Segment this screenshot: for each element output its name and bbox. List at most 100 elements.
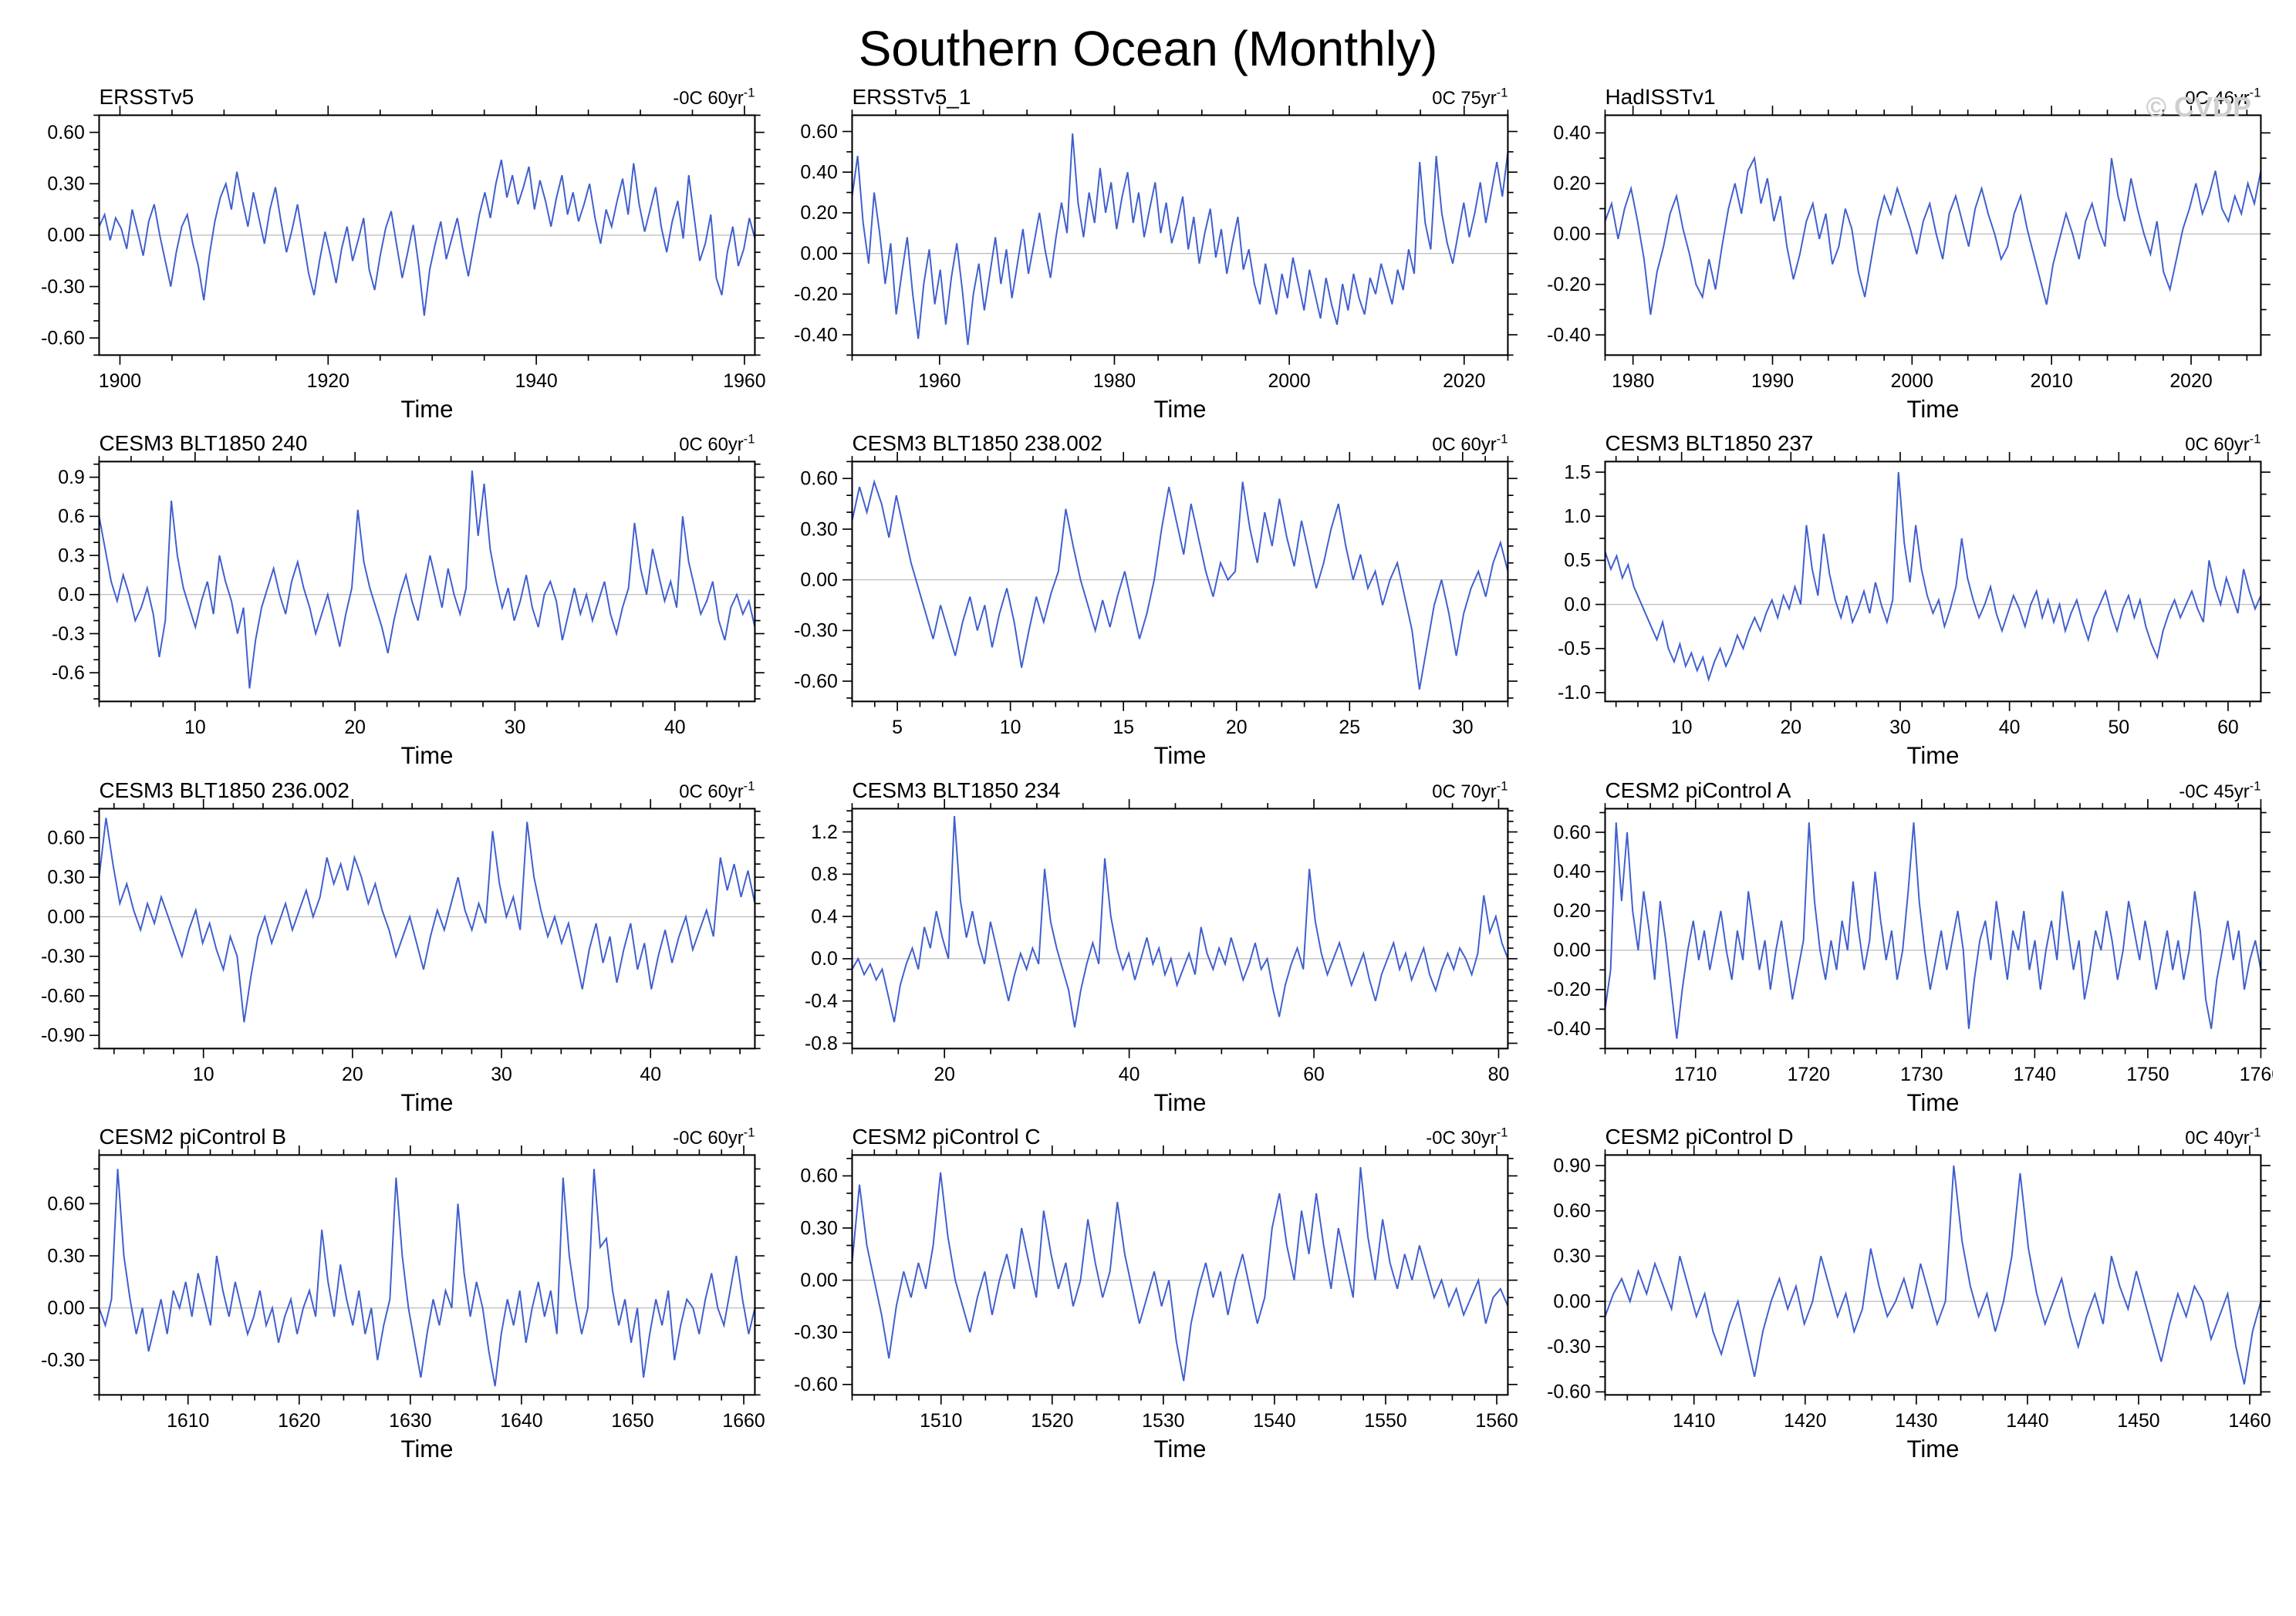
y-tick-label: 0.00 bbox=[800, 1270, 837, 1291]
x-axis-title: Time bbox=[401, 1436, 454, 1460]
timeseries-line bbox=[1605, 1166, 2261, 1385]
timeseries-line bbox=[1605, 155, 2261, 315]
y-tick-label: 0.00 bbox=[47, 906, 84, 927]
x-tick-label: 1440 bbox=[2006, 1410, 2048, 1432]
x-tick-label: 1750 bbox=[2126, 1063, 2169, 1085]
panel-cesm3-blt1850-238-002: 5 10 15 20 25 30 0.60 0.30 0.00 -0.30 -0.60 CESM3 B… bbox=[776, 431, 1520, 768]
y-tick-label: 0.60 bbox=[800, 468, 837, 490]
y-tick-label: -0.4 bbox=[805, 990, 838, 1012]
x-tick-label: 1920 bbox=[307, 370, 349, 392]
x-axis-title: Time bbox=[1907, 1436, 1960, 1460]
x-tick-label: 30 bbox=[505, 717, 526, 738]
x-tick-label: 30 bbox=[491, 1063, 512, 1085]
plot-frame bbox=[851, 114, 1509, 356]
y-tick-label: 0.30 bbox=[800, 519, 837, 541]
y-tick-label: 1.0 bbox=[1564, 506, 1591, 528]
plot-frame bbox=[98, 461, 756, 703]
x-tick-label: 50 bbox=[2108, 717, 2129, 738]
y-tick-label: -0.60 bbox=[794, 671, 838, 693]
x-tick-label: 1980 bbox=[1093, 370, 1136, 392]
x-tick-label: 1660 bbox=[722, 1410, 765, 1432]
x-tick-label: 80 bbox=[1488, 1063, 1510, 1085]
x-tick-label: 1980 bbox=[1612, 370, 1654, 392]
x-axis-title: Time bbox=[401, 1089, 454, 1114]
trend-annotation: -0C 46yr-1 bbox=[2179, 86, 2261, 109]
trend-annotation: 0C 60yr-1 bbox=[679, 778, 755, 801]
y-tick-label: 0.60 bbox=[47, 122, 84, 143]
page-title: Southern Ocean (Monthly) bbox=[858, 21, 1438, 76]
timeseries-line bbox=[99, 1169, 755, 1387]
x-tick-label: 1530 bbox=[1142, 1410, 1184, 1432]
panel-plot-ersstv5: 1900 1920 1940 1960 0.60 0.30 0.00 -0.30 -0.60 ER… bbox=[41, 85, 765, 420]
y-tick-label: -0.60 bbox=[41, 985, 85, 1007]
y-tick-label: 1.5 bbox=[1564, 462, 1591, 484]
trend-annotation: 0C 40yr-1 bbox=[2185, 1125, 2261, 1149]
x-axis-title: Time bbox=[401, 396, 454, 420]
timeseries-line bbox=[1605, 472, 2261, 683]
plot-frame bbox=[1604, 114, 2262, 356]
plot-frame bbox=[1604, 461, 2262, 703]
x-tick-label: 1560 bbox=[1475, 1410, 1518, 1432]
x-tick-label: 20 bbox=[342, 1063, 363, 1085]
y-tick-label: 0.00 bbox=[800, 569, 837, 591]
x-axis-title: Time bbox=[1154, 1436, 1207, 1460]
panel-title: CESM2 piControl C bbox=[852, 1125, 1040, 1149]
panel-plot-cesm3-blt1850-234: 20 40 60 80 1.2 0.8 0.4 0.0 -0.4 -0.8 CESM3 BLT185… bbox=[805, 778, 1518, 1114]
y-tick-label: -0.60 bbox=[794, 1374, 838, 1395]
x-tick-label: 1940 bbox=[515, 370, 557, 392]
panel-title: CESM2 piControl A bbox=[1605, 778, 1791, 802]
panel-plot-cesm2-picontrol-b: 1610 1620 1630 1640 1650 1660 0.60 0.30 0.00 -0.3… bbox=[41, 1125, 765, 1460]
y-tick-label: 0.60 bbox=[800, 1166, 837, 1187]
panel-title: CESM3 BLT1850 234 bbox=[852, 778, 1060, 802]
y-tick-label: 0.30 bbox=[47, 174, 84, 195]
y-tick-label: 0.30 bbox=[800, 1217, 837, 1239]
y-tick-label: 0.9 bbox=[58, 467, 85, 488]
trend-annotation: 0C 75yr-1 bbox=[1432, 86, 1508, 109]
panel-plot-cesm3-blt1850-238-002: 5 10 15 20 25 30 0.60 0.30 0.00 -0.30 -0.60 CESM3 B… bbox=[794, 431, 1518, 768]
x-tick-label: 20 bbox=[1226, 717, 1248, 738]
plot-frame bbox=[1604, 808, 2262, 1050]
y-tick-label: 0.00 bbox=[1553, 224, 1590, 245]
x-tick-label: 25 bbox=[1339, 717, 1360, 738]
y-tick-label: -0.8 bbox=[805, 1032, 838, 1054]
x-tick-label: 60 bbox=[2217, 717, 2239, 738]
panel-plot-cesm3-blt1850-236-002: 10 20 30 40 0.60 0.30 0.00 -0.30 -0.60 -0.90 CESM3… bbox=[41, 778, 765, 1114]
x-axis-title: Time bbox=[1907, 743, 1960, 768]
x-tick-label: 1650 bbox=[611, 1410, 653, 1432]
x-tick-label: 1510 bbox=[920, 1410, 962, 1432]
x-tick-label: 1720 bbox=[1788, 1063, 1830, 1085]
x-tick-label: 1550 bbox=[1364, 1410, 1406, 1432]
x-tick-label: 1960 bbox=[723, 370, 765, 392]
x-tick-label: 1730 bbox=[1900, 1063, 1943, 1085]
panel-hadisstv1: 1980 1990 2000 2010 2020 0.40 0.20 0.00 -0.20 -0.… bbox=[1529, 85, 2273, 420]
y-tick-label: 0.20 bbox=[1553, 900, 1590, 922]
panel-plot-hadisstv1: 1980 1990 2000 2010 2020 0.40 0.20 0.00 -0.20 -0.… bbox=[1547, 85, 2271, 420]
y-tick-label: 0.4 bbox=[811, 906, 838, 927]
y-tick-label: 0.60 bbox=[47, 1193, 84, 1215]
x-tick-label: 2020 bbox=[1443, 370, 1485, 392]
y-tick-label: -0.30 bbox=[1547, 1336, 1591, 1358]
y-tick-label: 0.20 bbox=[800, 202, 837, 224]
x-tick-label: 1450 bbox=[2117, 1410, 2159, 1432]
y-tick-label: -0.90 bbox=[41, 1024, 85, 1046]
panel-title: CESM3 BLT1850 240 bbox=[99, 431, 307, 455]
cvdp-watermark: © CVDP bbox=[2146, 91, 2251, 123]
x-tick-label: 1610 bbox=[167, 1410, 209, 1432]
y-tick-label: -1.0 bbox=[1558, 683, 1591, 704]
y-tick-label: 0.90 bbox=[1553, 1155, 1590, 1176]
y-tick-label: -0.30 bbox=[794, 620, 838, 642]
x-tick-label: 10 bbox=[1000, 717, 1021, 738]
panel-cesm2-picontrol-c: 1510 1520 1530 1540 1550 1560 0.60 0.30 0.00 -0.3… bbox=[776, 1125, 1520, 1460]
y-tick-label: -0.30 bbox=[41, 1350, 85, 1371]
y-tick-label: -0.20 bbox=[794, 284, 838, 305]
plot-frame bbox=[851, 808, 1509, 1050]
y-tick-label: -0.20 bbox=[1547, 274, 1591, 295]
x-tick-label: 20 bbox=[1780, 717, 1801, 738]
x-axis-title: Time bbox=[1154, 396, 1207, 420]
y-tick-label: 0.6 bbox=[58, 506, 85, 528]
timeseries-line bbox=[852, 1167, 1508, 1382]
timeseries-line bbox=[99, 471, 755, 689]
y-tick-label: 0.00 bbox=[800, 243, 837, 265]
x-axis-title: Time bbox=[1907, 396, 1960, 420]
panel-plot-cesm2-picontrol-c: 1510 1520 1530 1540 1550 1560 0.60 0.30 0.00 -0.3… bbox=[794, 1125, 1518, 1460]
